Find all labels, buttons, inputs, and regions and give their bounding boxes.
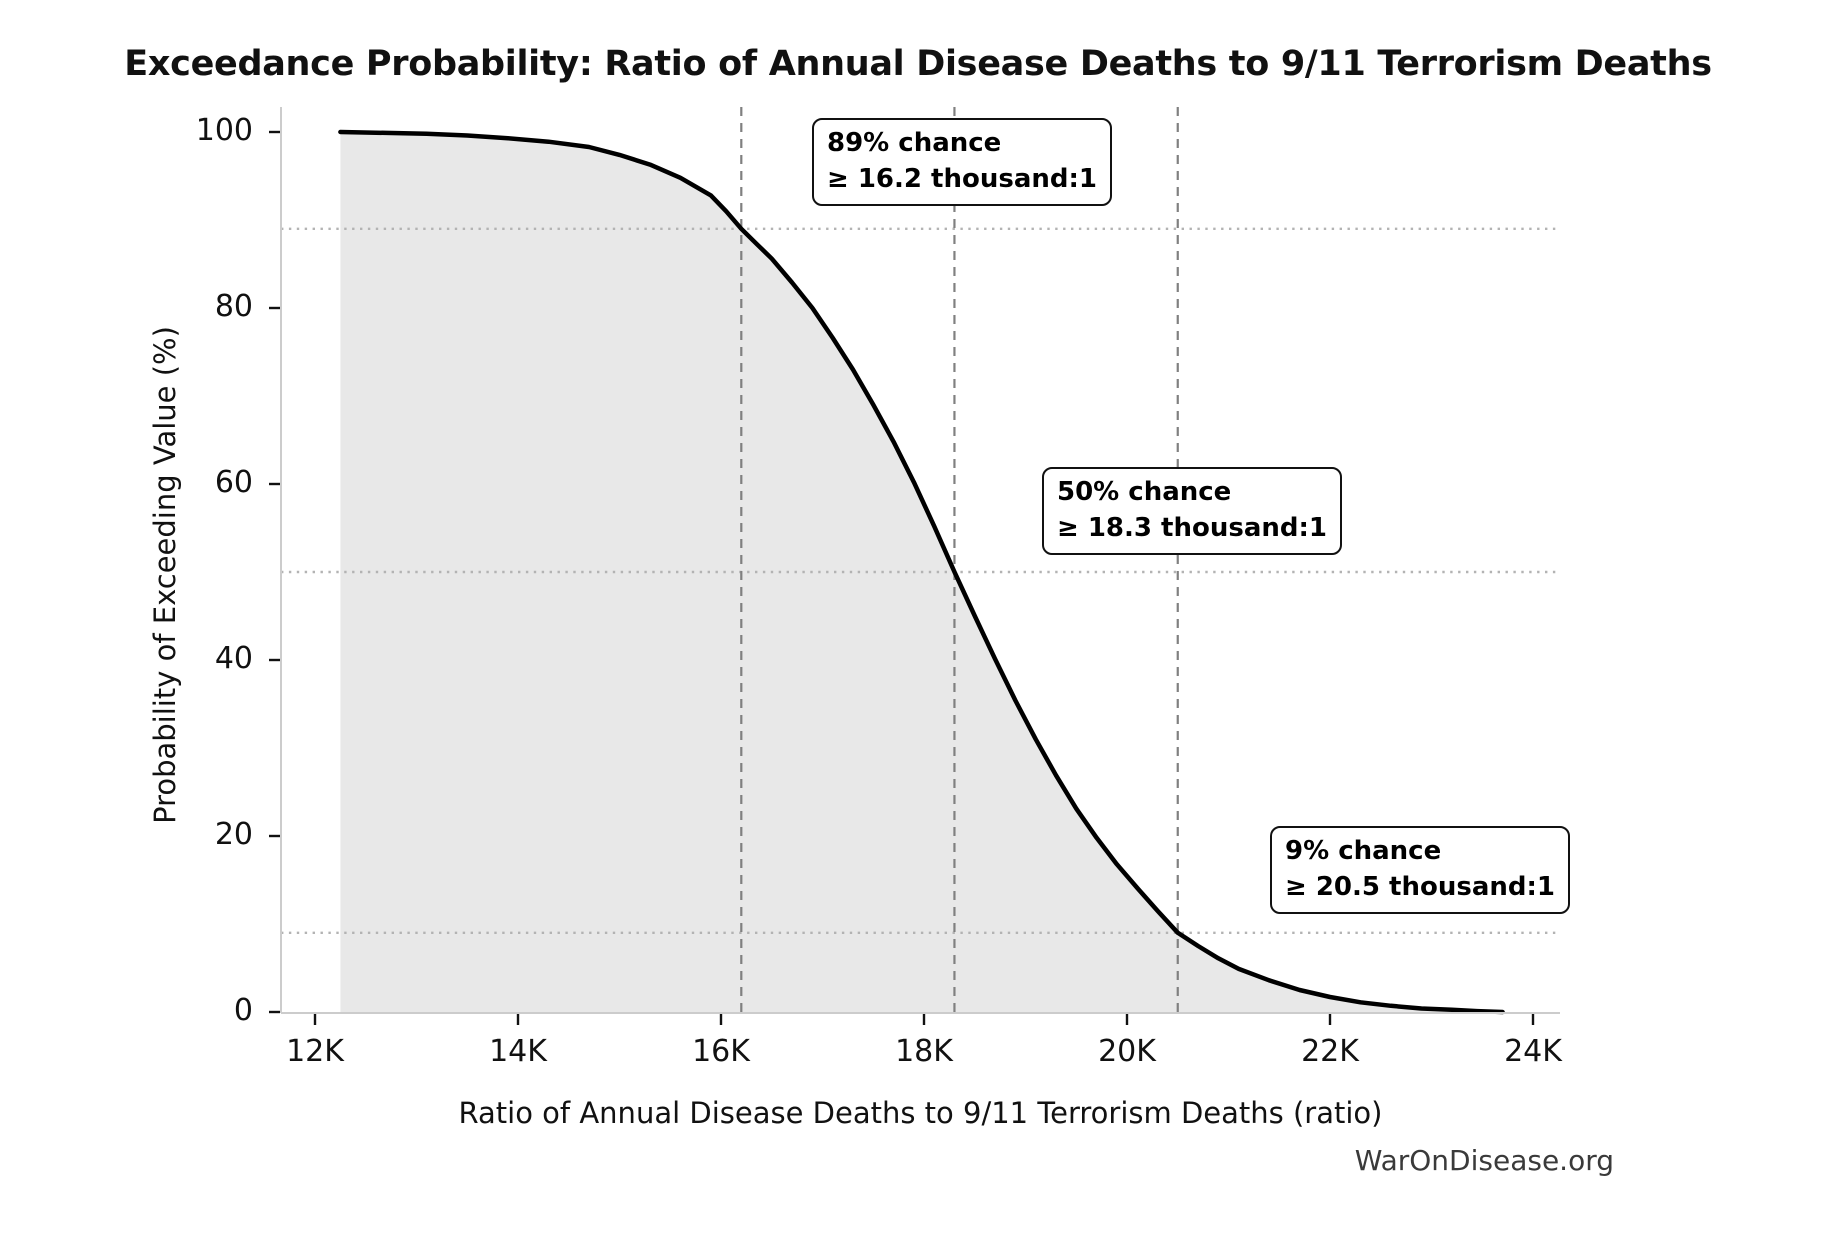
annotation-line: ≥ 16.2 thousand:1 [827, 164, 1097, 194]
y-tick-label: 20 [214, 817, 253, 852]
annotation-line: ≥ 20.5 thousand:1 [1285, 872, 1555, 902]
axis-tick-marks [269, 130, 1535, 1025]
x-axis-label: Ratio of Annual Disease Deaths to 9/11 T… [458, 1096, 1383, 1130]
annotation-9-percent: 9% chance ≥ 20.5 thousand:1 [1270, 826, 1570, 914]
annotation-line: ≥ 18.3 thousand:1 [1057, 513, 1327, 543]
x-tick-label: 12K [286, 1034, 344, 1069]
y-tick-label: 60 [214, 465, 253, 500]
y-tick-label: 40 [214, 641, 253, 676]
y-tick-label: 0 [233, 993, 253, 1028]
chart-title: Exceedance Probability: Ratio of Annual … [124, 44, 1712, 84]
x-tick-label: 16K [692, 1034, 750, 1069]
annotation-line: 89% chance [827, 128, 1002, 158]
watermark: WarOnDisease.org [1354, 1144, 1614, 1177]
annotation-89-percent: 89% chance ≥ 16.2 thousand:1 [812, 118, 1112, 206]
annotation-line: 50% chance [1057, 477, 1232, 507]
axis-spines [280, 107, 1560, 1014]
x-tick-label: 20K [1098, 1034, 1156, 1069]
x-tick-label: 24K [1504, 1034, 1562, 1069]
annotation-50-percent: 50% chance ≥ 18.3 thousand:1 [1042, 467, 1342, 555]
exceedance-curve [338, 129, 1505, 1015]
y-tick-label: 80 [214, 289, 253, 324]
x-tick-label: 18K [895, 1034, 953, 1069]
x-tick-label: 22K [1301, 1034, 1359, 1069]
y-axis-label: Probability of Exceeding Value (%) [148, 326, 182, 824]
annotation-line: 9% chance [1285, 836, 1442, 866]
x-tick-label: 14K [489, 1034, 547, 1069]
dashed-reference-vlines [740, 107, 1179, 1013]
y-tick-label: 100 [195, 113, 253, 148]
